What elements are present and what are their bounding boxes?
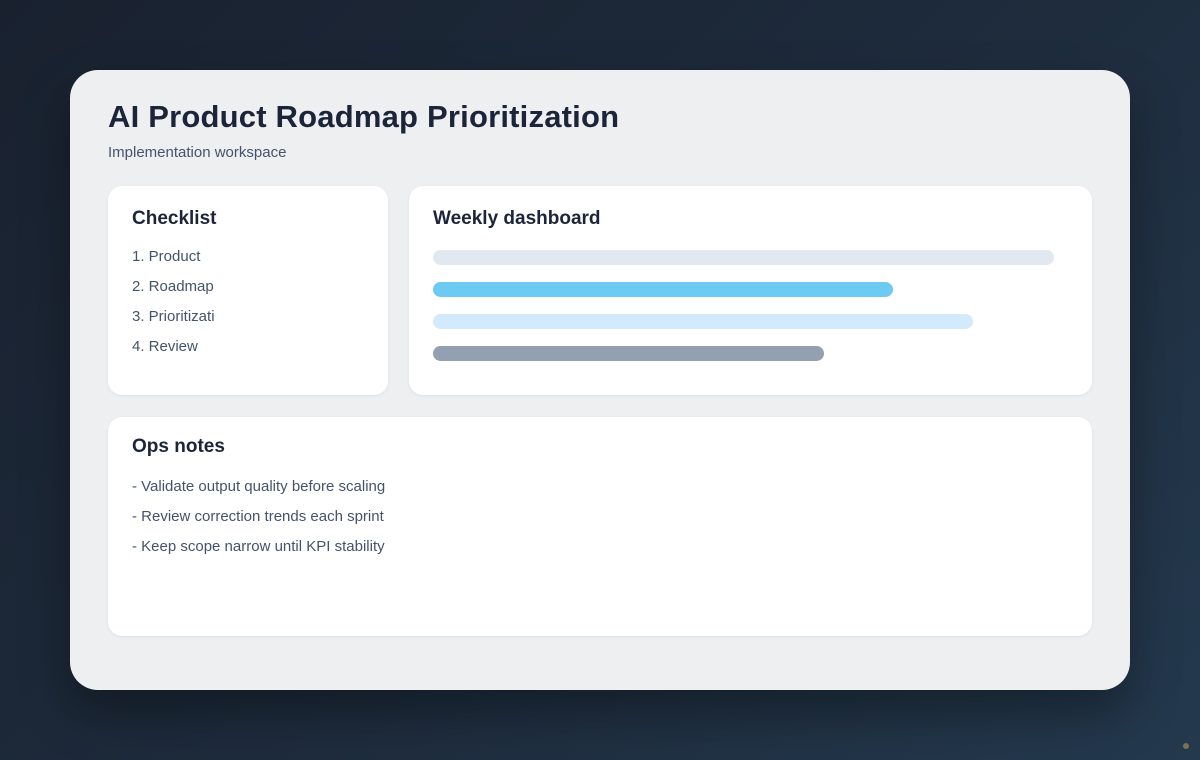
checklist-title: Checklist bbox=[132, 208, 217, 229]
workspace-panel: AI Product Roadmap Prioritization Implem… bbox=[70, 70, 1130, 690]
checklist-items: 1. Product 2. Roadmap 3. Prioritizati 4.… bbox=[132, 242, 364, 362]
ops-note-item: - Validate output quality before scaling bbox=[132, 478, 386, 495]
page-subtitle: Implementation workspace bbox=[108, 144, 287, 161]
stray-dot bbox=[1183, 743, 1189, 749]
dashboard-bar-1 bbox=[433, 250, 1055, 265]
ops-notes-items: - Validate output quality before scaling… bbox=[132, 472, 1068, 562]
dashboard-bar-4 bbox=[433, 346, 824, 361]
checklist-item: 3. Prioritizati bbox=[132, 308, 215, 325]
checklist-item: 1. Product bbox=[132, 248, 201, 265]
ops-notes-card: Ops notes - Validate output quality befo… bbox=[108, 417, 1092, 636]
dashboard-bar-3 bbox=[433, 314, 973, 329]
top-cards-row: Checklist 1. Product 2. Roadmap 3. Prior… bbox=[108, 186, 1092, 395]
page-title: AI Product Roadmap Prioritization bbox=[108, 99, 620, 134]
weekly-dashboard-card: Weekly dashboard bbox=[409, 186, 1092, 395]
checklist-card: Checklist 1. Product 2. Roadmap 3. Prior… bbox=[108, 186, 388, 395]
checklist-item: 2. Roadmap bbox=[132, 278, 214, 295]
dashboard-bars bbox=[433, 250, 1068, 361]
dashboard-bar-2 bbox=[433, 282, 893, 297]
checklist-item: 4. Review bbox=[132, 338, 198, 355]
weekly-dashboard-title: Weekly dashboard bbox=[433, 208, 601, 229]
ops-note-item: - Keep scope narrow until KPI stability bbox=[132, 538, 385, 555]
ops-notes-title: Ops notes bbox=[132, 436, 225, 457]
ops-note-item: - Review correction trends each sprint bbox=[132, 508, 384, 525]
